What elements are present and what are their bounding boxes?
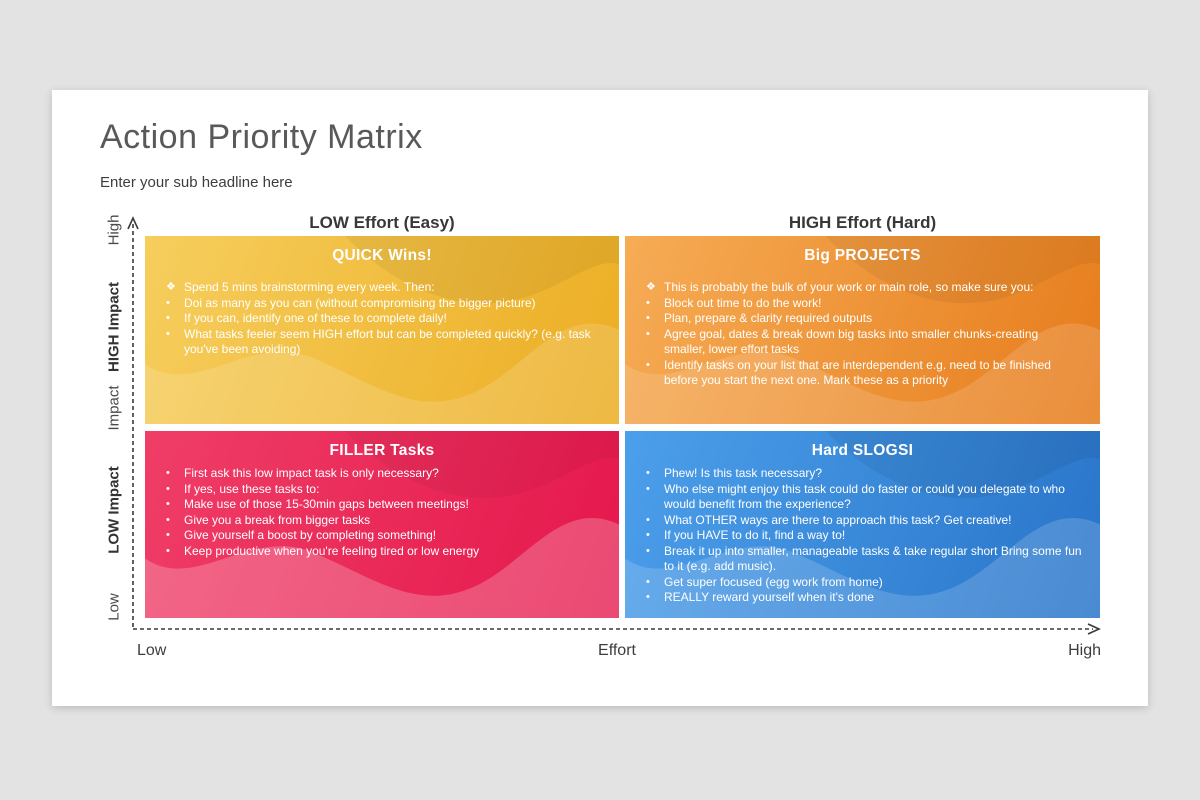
- bullet-item: • If you can, identify one of these to co…: [166, 311, 601, 327]
- bullet-item: • Identify tasks on your list that are in…: [646, 358, 1082, 389]
- bullet-item: • Keep productive when you're feeling tir…: [166, 544, 601, 560]
- bullet-text: What tasks feeler seem HIGH effort but c…: [184, 326, 591, 357]
- column-header-low-effort: LOW Effort (Easy): [309, 213, 455, 232]
- bullet-text: Agree goal, dates & break down big tasks…: [664, 326, 1039, 357]
- y-axis-label-low-impact: LOW Impact: [105, 466, 123, 554]
- bullet-item: • First ask this low impact task is only …: [166, 466, 601, 482]
- bullet-text: Spend 5 mins brainstorming every week. T…: [184, 280, 435, 294]
- bullet-item: • If you HAVE to do it, find a way to!: [646, 528, 1082, 544]
- quadrant-hard-slogs: Hard SLOGSI • Phew! Is this task necessar…: [625, 431, 1100, 618]
- y-axis-title-impact: Impact: [105, 385, 123, 431]
- bullet-item: • If yes, use these tasks to:: [166, 482, 601, 498]
- bullet-item: • Give yourself a boost by completing som…: [166, 528, 601, 544]
- bullet-text: If yes, use these tasks to:: [184, 481, 320, 496]
- bullet-marker: •: [166, 482, 170, 495]
- bullet-marker: •: [646, 591, 650, 603]
- bullet-list: • Phew! Is this task necessary? • Who else …: [625, 466, 1100, 606]
- bullet-marker: •: [166, 544, 170, 557]
- bullet-text: Make use of those 15-30min gaps between …: [184, 497, 469, 511]
- y-axis-label-low: Low: [105, 593, 123, 621]
- quadrant-title: Hard SLOGSI: [811, 442, 914, 459]
- bullet-text: REALLY reward yourself when it's done: [664, 590, 874, 604]
- bullet-list: ❖ This is probably the bulk of your work …: [625, 280, 1100, 389]
- x-axis-title-effort: Effort: [598, 642, 636, 659]
- bullet-item: ❖ This is probably the bulk of your work …: [646, 280, 1082, 296]
- bullet-text: Phew! Is this task necessary?: [664, 466, 823, 480]
- bullet-marker: •: [646, 358, 650, 371]
- y-axis-label-high: High: [105, 214, 123, 246]
- bullet-marker: •: [646, 467, 650, 479]
- quadrant-title: FILLER Tasks: [329, 442, 435, 459]
- bullet-list: • First ask this low impact task is only …: [145, 466, 619, 559]
- bullet-item: • REALLY reward yourself when it's done: [646, 590, 1082, 606]
- bullet-text: Get super focused (egg work from home): [664, 574, 883, 589]
- quadrant-quick-wins: QUICK Wins! ❖ Spend 5 mins brainstorming …: [145, 236, 619, 424]
- bullet-item: • Phew! Is this task necessary?: [646, 466, 1082, 482]
- bullet-marker: •: [166, 513, 170, 526]
- bullet-item: • Make use of those 15-30min gaps between…: [166, 497, 601, 513]
- page-title: Action Priority Matrix: [100, 118, 423, 156]
- bullet-text: Give yourself a boost by completing some…: [184, 528, 437, 542]
- bullet-text: Give you a break from bigger tasks: [184, 512, 371, 527]
- bullet-item: • Give you a break from bigger tasks: [166, 513, 601, 529]
- y-axis-label-high-impact: HIGH Impact: [105, 281, 123, 373]
- page-subtitle: Enter your sub headline here: [100, 174, 293, 191]
- bullet-item: • Get super focused (egg work from home): [646, 575, 1082, 591]
- bullet-marker: •: [646, 327, 650, 340]
- bullet-marker: •: [166, 529, 170, 541]
- bullet-text: Identify tasks on your list that are int…: [664, 357, 1051, 388]
- bullet-item: • Block out time to do the work!: [646, 296, 1082, 312]
- bullet-marker: •: [646, 575, 650, 588]
- bullet-text: Block out time to do the work!: [664, 295, 822, 310]
- bullet-marker: ❖: [166, 281, 176, 293]
- bullet-item: • What OTHER ways are there to approach t…: [646, 513, 1082, 529]
- bullet-marker: •: [646, 513, 650, 526]
- bullet-text: If you can, identify one of these to com…: [184, 311, 447, 325]
- bullet-text: First ask this low impact task is only n…: [184, 466, 439, 480]
- bullet-marker: •: [646, 296, 650, 309]
- bullet-text: Doi as many as you can (without compromi…: [184, 295, 536, 310]
- quadrant-title: Big PROJECTS: [804, 247, 921, 264]
- bullet-item: ❖ Spend 5 mins brainstorming every week. …: [166, 280, 601, 296]
- bullet-marker: •: [166, 312, 170, 324]
- bullet-text: Keep productive when you're feeling tire…: [184, 543, 480, 558]
- bullet-item: • Agree goal, dates & break down big task…: [646, 327, 1082, 358]
- bullet-marker: •: [166, 498, 170, 510]
- bullet-item: • What tasks feeler seem HIGH effort but …: [166, 327, 601, 358]
- bullet-text: What OTHER ways are there to approach th…: [664, 512, 1012, 527]
- slide-card: Action Priority Matrix Enter your sub he…: [52, 90, 1148, 706]
- bullet-marker: •: [166, 296, 170, 309]
- bullet-list: ❖ Spend 5 mins brainstorming every week. …: [145, 280, 619, 358]
- bullet-item: • Plan, prepare & clarity required output…: [646, 311, 1082, 327]
- bullet-text: Plan, prepare & clarity required outputs: [664, 311, 873, 325]
- bullet-text: Break it up into smaller, manageable tas…: [664, 543, 1082, 574]
- bullet-text: Who else might enjoy this task could do …: [664, 481, 1065, 512]
- x-axis-label-low: Low: [137, 642, 167, 659]
- quadrant-big-projects: Big PROJECTS ❖ This is probably the bulk …: [625, 236, 1100, 424]
- x-axis-label-high: High: [1068, 642, 1101, 659]
- bullet-item: • Doi as many as you can (without comprom…: [166, 296, 601, 312]
- quadrant-title: QUICK Wins!: [332, 247, 432, 264]
- bullet-marker: •: [646, 529, 650, 541]
- bullet-text: This is probably the bulk of your work o…: [664, 280, 1034, 294]
- column-header-high-effort: HIGH Effort (Hard): [788, 213, 937, 232]
- bullet-marker: •: [646, 312, 650, 324]
- bullet-item: • Who else might enjoy this task could do…: [646, 482, 1082, 513]
- bullet-marker: •: [166, 327, 170, 340]
- bullet-text: If you HAVE to do it, find a way to!: [664, 528, 846, 542]
- bullet-marker: •: [646, 482, 650, 495]
- bullet-marker: •: [646, 544, 650, 557]
- bullet-marker: •: [166, 467, 170, 479]
- bullet-item: • Break it up into smaller, manageable ta…: [646, 544, 1082, 575]
- bullet-marker: ❖: [646, 281, 656, 293]
- quadrant-filler-tasks: FILLER Tasks • First ask this low impact …: [145, 431, 619, 618]
